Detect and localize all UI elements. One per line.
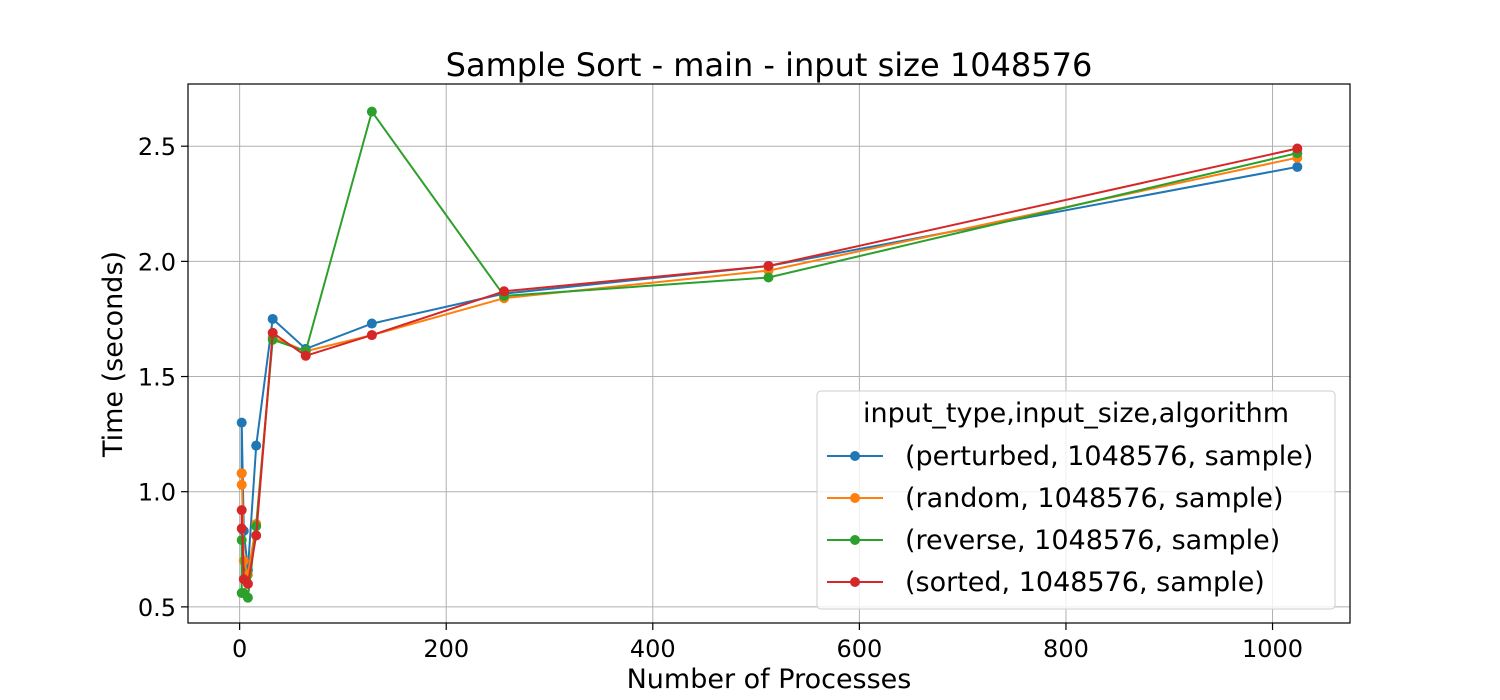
legend-label: (reverse, 1048576, sample) xyxy=(905,525,1280,556)
x-tick-label: 1000 xyxy=(1242,635,1303,663)
legend-marker xyxy=(850,577,860,587)
legend-label: (random, 1048576, sample) xyxy=(905,483,1284,514)
legend-entry: (perturbed, 1048576, sample) xyxy=(827,441,1313,472)
data-point xyxy=(366,106,377,117)
data-point xyxy=(251,440,262,451)
grid xyxy=(188,84,1350,623)
data-point xyxy=(242,578,253,589)
data-point xyxy=(251,530,262,541)
legend-entry: (sorted, 1048576, sample) xyxy=(827,567,1265,598)
y-tick-label: 1.0 xyxy=(138,479,176,507)
x-tick-label: 800 xyxy=(1043,635,1089,663)
x-tick-label: 200 xyxy=(423,635,469,663)
x-tick-label: 0 xyxy=(232,635,247,663)
data-point xyxy=(1292,143,1303,154)
legend-entry: (random, 1048576, sample) xyxy=(827,483,1284,514)
x-axis: 0 200 400 600 800 1000 xyxy=(232,623,1303,663)
legend-label: (perturbed, 1048576, sample) xyxy=(905,441,1313,472)
data-point xyxy=(236,468,247,479)
legend-title: input_type,input_size,algorithm xyxy=(863,398,1289,429)
data-point xyxy=(1292,161,1303,172)
data-point xyxy=(499,286,510,297)
legend: input_type,input_size,algorithm (perturb… xyxy=(816,390,1336,610)
x-axis-label: Number of Processes xyxy=(627,664,912,695)
data-point xyxy=(236,505,247,516)
y-tick-label: 2.5 xyxy=(138,133,176,161)
data-point xyxy=(236,417,247,428)
data-point xyxy=(763,272,774,283)
y-axis-label: Time (seconds) xyxy=(98,251,129,458)
legend-marker xyxy=(850,451,860,461)
y-tick-label: 0.5 xyxy=(138,594,176,622)
y-tick-label: 1.5 xyxy=(138,364,176,392)
x-tick-label: 400 xyxy=(630,635,676,663)
x-tick-label: 600 xyxy=(836,635,882,663)
legend-marker xyxy=(850,535,860,545)
data-point xyxy=(366,318,377,329)
legend-box xyxy=(816,390,1336,610)
data-point xyxy=(236,523,247,534)
data-point xyxy=(236,479,247,490)
data-point xyxy=(366,330,377,341)
y-tick-label: 2.0 xyxy=(138,248,176,276)
data-point xyxy=(300,350,311,361)
data-point xyxy=(267,327,278,338)
legend-label: (sorted, 1048576, sample) xyxy=(905,567,1265,598)
legend-entry: (reverse, 1048576, sample) xyxy=(827,525,1280,556)
data-point xyxy=(242,592,253,603)
chart-title: Sample Sort - main - input size 1048576 xyxy=(446,46,1093,84)
plot-frame xyxy=(187,83,1351,624)
data-point xyxy=(763,260,774,271)
legend-entries: (perturbed, 1048576, sample) (random, 104… xyxy=(827,441,1313,598)
series-3 xyxy=(236,143,1303,589)
data-point xyxy=(267,313,278,324)
y-axis: 0.5 1.0 1.5 2.0 2.5 xyxy=(138,133,188,622)
legend-marker xyxy=(850,493,860,503)
series-layer xyxy=(236,106,1303,603)
